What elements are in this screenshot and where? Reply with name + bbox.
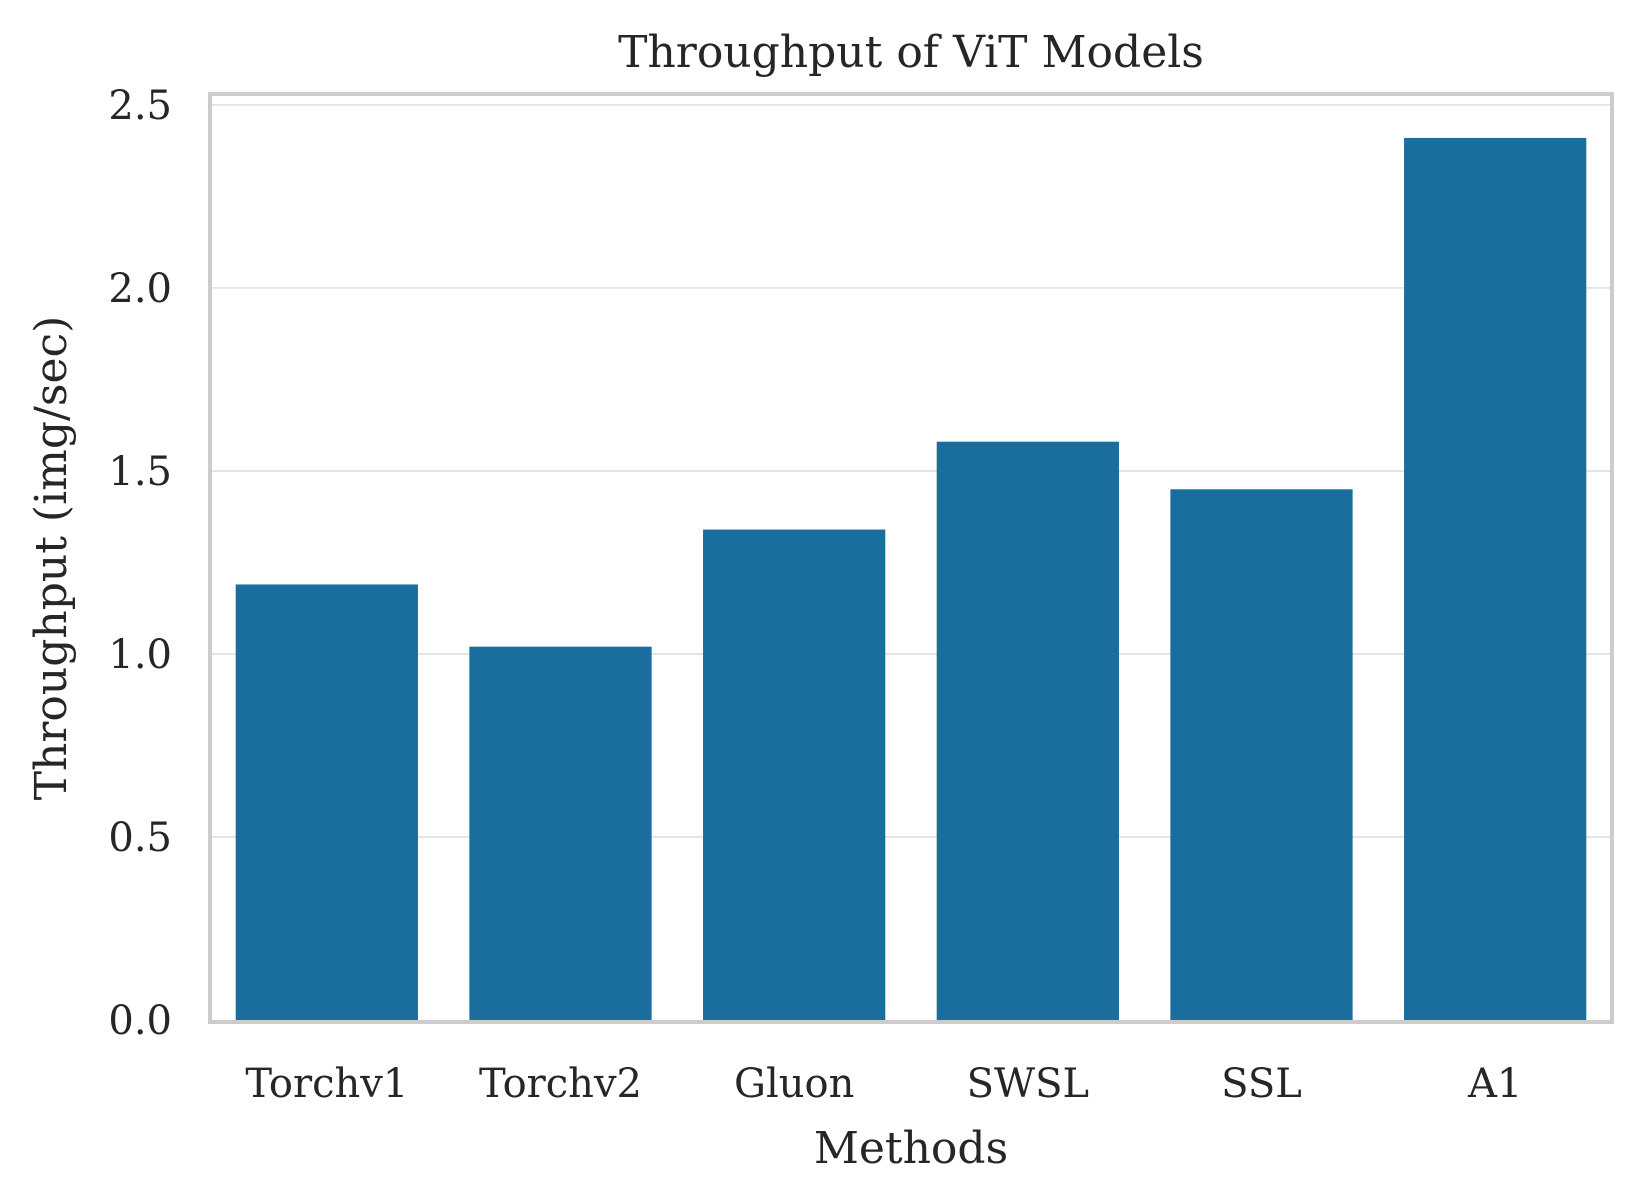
plot-frame: [208, 92, 1614, 1024]
y-tick-label: 0.0: [108, 998, 172, 1044]
x-tick-label: Torchv1: [245, 1061, 408, 1107]
y-axis-label: Throughput (img/sec): [26, 316, 77, 801]
bar-a1: [1404, 137, 1587, 1020]
bar-ssl: [1170, 489, 1353, 1020]
x-tick-labels: Torchv1 Torchv2 Gluon SWSL SSL A1: [245, 1061, 1522, 1107]
x-tick-label: SSL: [1221, 1061, 1302, 1107]
bar-swsl: [936, 441, 1119, 1020]
y-tick-label: 1.5: [108, 449, 172, 495]
bar-torchv1: [235, 584, 418, 1020]
y-tick-label: 1.0: [108, 632, 172, 678]
bar-gluon: [703, 529, 886, 1020]
x-tick-label: Gluon: [734, 1061, 854, 1107]
y-tick-label: 2.5: [108, 83, 172, 129]
x-axis-label: Methods: [814, 1123, 1008, 1174]
x-tick-label: A1: [1467, 1061, 1522, 1107]
y-tick-label: 2.0: [108, 266, 172, 312]
y-tick-labels: 0.0 0.5 1.0 1.5 2.0 2.5: [108, 83, 172, 1044]
gridlines: [210, 104, 1612, 838]
x-tick-label: SWSL: [967, 1061, 1089, 1107]
x-tick-label: Torchv2: [479, 1061, 642, 1107]
bars: [235, 137, 1587, 1020]
chart-title: Throughput of ViT Models: [618, 27, 1204, 78]
bar-torchv2: [469, 646, 652, 1020]
y-tick-label: 0.5: [108, 815, 172, 861]
